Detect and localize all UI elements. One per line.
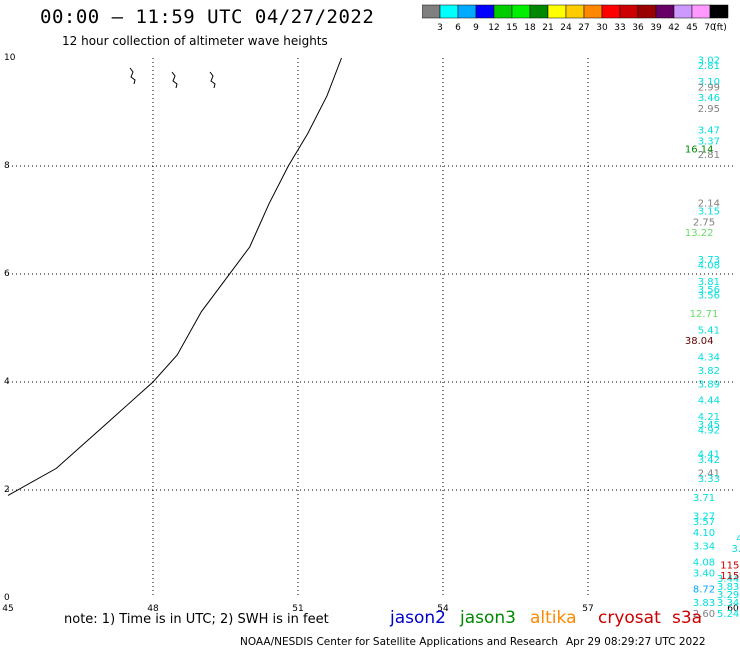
swh-point-label: 8.72 [693,585,715,596]
x-tick-label: 45 [2,604,13,614]
swh-point-label: 4.41 [698,450,720,461]
swh-point-label: 2.95 [698,104,720,115]
colorbar-swatch [709,4,729,19]
y-tick-label: 10 [4,53,16,63]
swh-point-label: 3.10 [698,77,720,88]
swh-point-label: 3.40 [693,568,715,579]
colorbar-legend: 3 6 9 12 15 18 21 24 27 30 33 36 39 42 45 70(ft) [422,4,729,33]
x-tick-label: 51 [292,604,303,614]
swh-point-label: 3.83 [693,598,715,609]
swh-point-label: 3.27 [693,512,715,523]
colorbar-label: 45 [686,23,697,33]
colorbar-label: 21 [542,23,553,33]
swh-point-label: 13.22 [685,228,714,239]
swh-point-label: 1152 [720,571,740,582]
swh-point-label: 3.42 [698,455,720,466]
swh-point-label: 2.41 [698,469,720,480]
swh-point-label: 1152 [720,560,740,571]
swh-point-label: 3.46 [698,93,720,104]
swh-point-label: 3.29 [717,590,739,601]
swh-point-label: 4.21 [698,412,720,423]
swh-point-label: 2.81 [698,150,720,161]
island-outline [209,71,216,89]
swh-point-label: 3.89 [698,379,720,390]
y-tick-label: 4 [4,377,10,387]
sat-altika-label: altika [530,608,577,628]
colorbar-label: 36 [632,23,644,33]
swh-point-label: 4.44 [698,396,720,407]
x-tick-label: 54 [437,604,449,614]
swh-point-label: 2.75 [693,217,715,228]
sat-cryosat-label: cryosat [598,608,661,628]
swh-point-label: 2.81 [698,61,720,72]
swh-point-label: 4.08 [693,558,715,569]
y-tick-label: 8 [4,161,10,171]
x-tick-label: 60 [727,604,739,614]
colorbar-label: 33 [614,23,625,33]
sat-jason3-label: jason3 [460,608,516,628]
swh-point-label: 12.71 [690,309,719,320]
timestamp-text: Apr 29 08:29:27 UTC 2022 [566,636,706,648]
swh-point-label: 3.44 [717,574,739,585]
swh-point-label: 4.10 [693,528,715,539]
swh-point-label: 3.56 [698,290,720,301]
swh-point-label: 3.34 [717,598,739,609]
swh-point-label: 3.81 [698,277,720,288]
colorbar-label: 24 [560,23,572,33]
swh-point-label: 5.41 [698,325,720,336]
credit-text: NOAA/NESDIS Center for Satellite Applica… [240,636,558,648]
chart-title: 00:00 – 11:59 UTC 04/27/2022 [40,6,375,28]
sat-s3a-label: s3a [672,608,703,628]
chart-subtitle: 12 hour collection of altimeter wave hei… [62,34,328,48]
swh-point-label: 2.14 [698,199,720,210]
swh-point-label: 3.47 [698,126,720,137]
swh-point-label: 3.33 [698,474,720,485]
swh-point-label: 3.71 [693,493,715,504]
colorbar-label: 3 [437,23,443,33]
swh-point-label: 3.45 [698,420,720,431]
y-tick-label: 0 [4,593,10,603]
swh-point-label: 3.37 [698,136,720,147]
swh-point-label: 3.42 [732,544,740,555]
y-tick-label: 2 [4,485,10,495]
colorbar-label: 27 [578,23,589,33]
colorbar-label: 15 [506,23,517,33]
colorbar-label: 18 [524,23,536,33]
x-tick-label: 48 [147,604,159,614]
swh-point-label: 2.99 [698,82,720,93]
colorbar-unit: (ft) [713,23,727,33]
swh-point-label: 3.56 [698,285,720,296]
swh-point-label: 3.02 [698,55,720,66]
x-tick-label: 57 [582,604,593,614]
colorbar-label: 70 [704,23,716,33]
swh-point-label: 3.15 [698,207,720,218]
island-outline [171,71,178,89]
colorbar-label: 30 [596,23,608,33]
swh-point-label: 2.60 [693,609,715,620]
swh-point-label: 4.08 [698,261,720,272]
swh-point-label: 4.92 [698,425,720,436]
swh-point-label: 3.82 [698,366,720,377]
swh-point-label: 3.73 [698,255,720,266]
swh-point-label: 16.14 [685,145,714,156]
swh-point-label: 3.34 [693,541,715,552]
swh-point-label: 4.34 [698,352,720,363]
y-tick-label: 6 [4,269,10,279]
swh-point-label: 3.83 [717,582,739,593]
swh-point-label: 5.24 [717,609,739,620]
colorbar-label: 12 [488,23,499,33]
island-outline [129,67,136,85]
colorbar-label: 39 [650,23,662,33]
colorbar-label: 42 [668,23,679,33]
sat-jason2-label: jason2 [390,608,446,628]
swh-point-label: 38.04 [685,336,714,347]
colorbar-label: 9 [473,23,479,33]
colorbar-label: 6 [455,23,461,33]
swh-point-label: 4.21 [736,533,740,544]
swh-point-label: 3.57 [693,517,715,528]
coastline [7,57,342,496]
footer-note: note: 1) Time is in UTC; 2) SWH is in fe… [64,612,329,627]
